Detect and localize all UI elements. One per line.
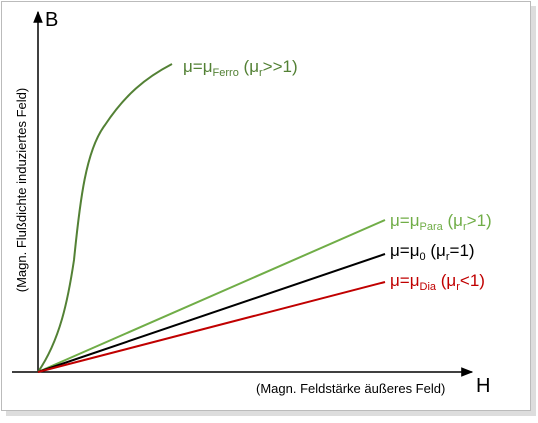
dia-line [37, 281, 386, 373]
label-part: (μ [426, 241, 446, 260]
para-line [37, 219, 386, 373]
x-label: (Magn. Feldstärke äußeres Feld) [256, 381, 445, 396]
label-part: μ=μ [390, 241, 420, 260]
label-sub: Para [420, 221, 444, 233]
label-part: =1) [450, 241, 475, 260]
label-sub: 0 [420, 251, 426, 263]
label-part: μ=μ [390, 211, 420, 230]
label-part: (μ [436, 271, 456, 290]
label-part: (μ [443, 211, 463, 230]
label-part: (μ [239, 57, 259, 76]
label-sub: r [463, 221, 467, 233]
label-part: μ=μ [183, 57, 213, 76]
y-label: (Magn. Flußdichte induziertes Feld) [14, 88, 29, 292]
shadow [6, 411, 536, 416]
label-sub: r [259, 67, 263, 79]
label-part: <1) [460, 271, 485, 290]
ferro-label: μ=μFerro (μr>>1) [183, 57, 298, 79]
vacuum-line [37, 253, 386, 373]
dia-label: μ=μDia (μr<1) [390, 271, 485, 293]
shadow [531, 6, 536, 414]
label-sub: Dia [420, 281, 437, 293]
label-part: >>1) [263, 57, 298, 76]
y-symbol: B [45, 9, 58, 31]
label-sub: r [456, 281, 460, 293]
vacuum-label: μ=μ0 (μr=1) [390, 241, 475, 263]
x-symbol: H [476, 375, 490, 397]
label-sub: r [446, 251, 450, 263]
para-label: μ=μPara (μr>1) [390, 211, 492, 233]
label-sub: Ferro [213, 67, 239, 79]
frame [1, 1, 531, 411]
ferro-curve [37, 63, 173, 373]
label-part: μ=μ [390, 271, 420, 290]
label-part: >1) [467, 211, 492, 230]
